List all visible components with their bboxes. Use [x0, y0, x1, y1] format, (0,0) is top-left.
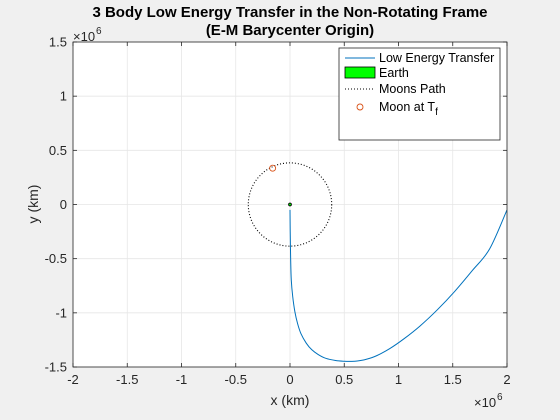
series-layer: [247, 162, 507, 362]
legend: Low Energy Transfer Earth Moons Path Moo…: [338, 47, 501, 141]
y-tick-label: 1: [60, 89, 67, 104]
x-exponent: ×10 6: [474, 392, 503, 410]
x-axis-label: x (km): [271, 392, 310, 408]
chart-title: 3 Body Low Energy Transfer in the Non-Ro…: [92, 4, 487, 39]
x-exponent-power: 6: [497, 392, 503, 403]
legend-swatch-moon: [356, 103, 364, 111]
transfer-trajectory: [289, 209, 507, 362]
y-tick-label: 0.5: [49, 143, 67, 158]
legend-label-moon: Moon at Tf: [379, 100, 438, 118]
moons-path-orbit: [247, 162, 333, 247]
legend-label-earth: Earth: [379, 66, 409, 80]
y-tick-label: -0.5: [45, 251, 67, 266]
x-tick-label: 1.5: [444, 372, 462, 387]
x-tick-label: -0.5: [225, 372, 247, 387]
y-tick-label: 0: [60, 197, 67, 212]
axis-ticks: -2 -1.5 -1 -0.5 0 0.5 1 1.5 2-1.5-1-0.500.511.5: [45, 35, 511, 388]
x-exponent-base: ×10: [474, 395, 496, 410]
y-axis-label: y (km): [25, 185, 41, 224]
x-tick-label: 2: [503, 372, 510, 387]
title-line-2: (E-M Barycenter Origin): [206, 22, 374, 39]
x-tick-label: 1: [395, 372, 402, 387]
earth-marker: [288, 202, 292, 207]
legend-swatch-earth: [344, 66, 376, 79]
x-tick-label: -1: [176, 372, 188, 387]
title-line-1: 3 Body Low Energy Transfer in the Non-Ro…: [92, 4, 487, 21]
x-tick-label: -1.5: [116, 372, 138, 387]
moon-marker: [269, 164, 277, 172]
y-tick-label: -1.5: [45, 360, 67, 375]
legend-label-moons-path: Moons Path: [379, 82, 446, 96]
x-tick-label: 0: [286, 372, 293, 387]
y-exponent-base: ×10: [73, 29, 95, 44]
x-tick-label: -2: [67, 372, 79, 387]
y-exponent: ×10 6: [73, 26, 102, 44]
y-exponent-power: 6: [96, 26, 102, 37]
x-tick-label: 0.5: [335, 372, 353, 387]
legend-label-transfer: Low Energy Transfer: [379, 51, 494, 65]
y-tick-label: -1: [55, 305, 67, 320]
legend-box: [338, 47, 501, 141]
legend-label-moon-subscript: f: [435, 107, 438, 118]
series-group: [247, 162, 507, 362]
y-tick-label: 1.5: [49, 35, 67, 50]
legend-label-moon-main: Moon at T: [379, 100, 435, 114]
